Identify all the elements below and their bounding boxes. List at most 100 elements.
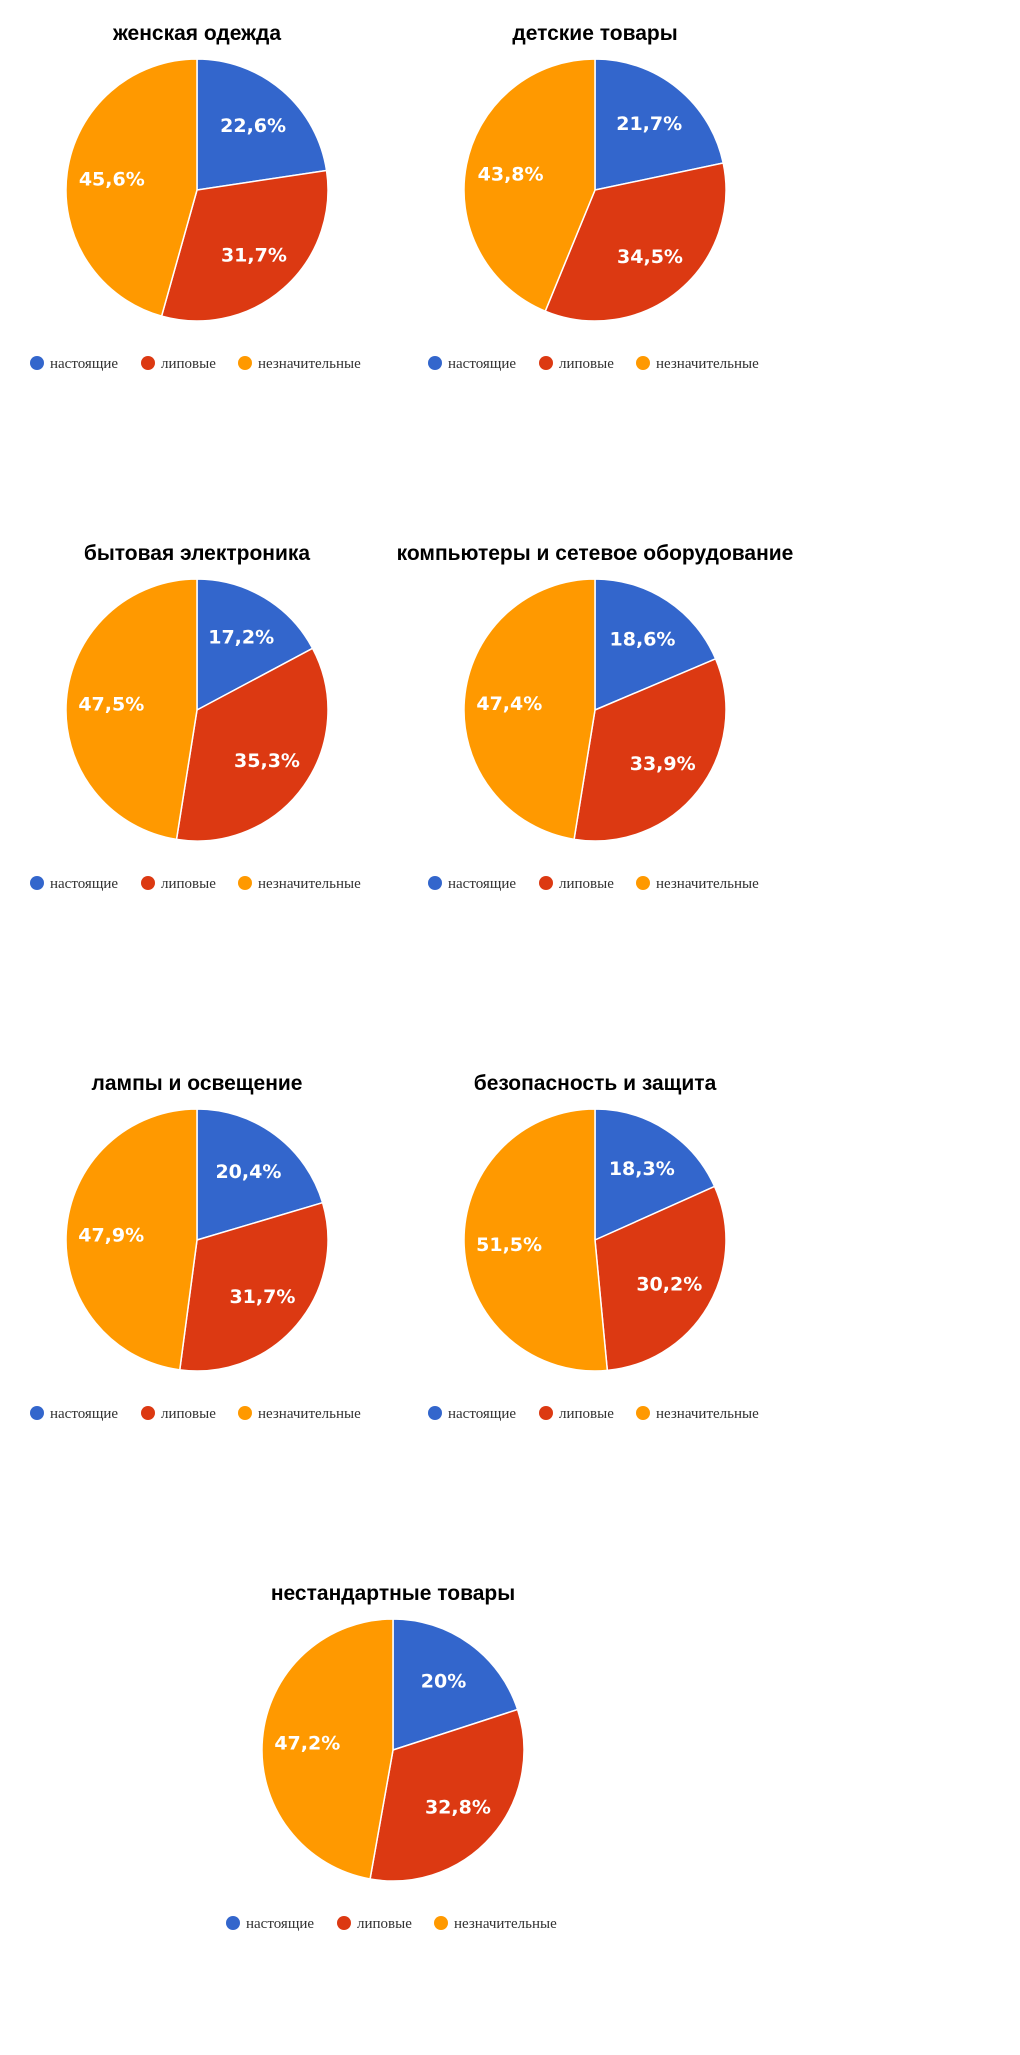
slice-value-label: 30,2% [636, 1273, 702, 1295]
legend-swatch-insignificant[interactable] [636, 356, 650, 370]
slice-fake[interactable] [594, 1185, 727, 1372]
legend-label-insignificant[interactable]: незначительные [258, 876, 361, 892]
legend-swatch-real[interactable] [226, 1916, 240, 1930]
chart-legend: настоящие липовые незначительные [428, 356, 759, 372]
legend-swatch-fake[interactable] [539, 356, 553, 370]
legend-swatch-real[interactable] [428, 876, 442, 890]
pie-chart-kids-goods: детские товары 21,7% 34,5% 43,8% настоящие ли… [428, 0, 1020, 500]
slice-real[interactable] [196, 1108, 324, 1242]
pie-chart-computers-networking: компьютеры и сетевое оборудование 18,6% 33… [397, 520, 1020, 1020]
legend-swatch-insignificant[interactable] [238, 356, 252, 370]
legend-label-insignificant[interactable]: незначительные [656, 1406, 759, 1422]
legend-label-real[interactable]: настоящие [50, 356, 118, 372]
slice-fake[interactable] [178, 1201, 329, 1372]
slice-real[interactable] [196, 58, 328, 191]
slice-insignificant[interactable] [463, 578, 596, 841]
legend-label-insignificant[interactable]: незначительные [656, 876, 759, 892]
legend-swatch-insignificant[interactable] [636, 876, 650, 890]
legend-swatch-insignificant[interactable] [238, 1406, 252, 1420]
chart-title: компьютеры и сетевое оборудование [397, 542, 794, 565]
legend-swatch-insignificant[interactable] [434, 1916, 448, 1930]
chart-legend: настоящие липовые незначительные [30, 1406, 361, 1422]
slice-insignificant[interactable] [463, 58, 596, 313]
slice-value-label: 31,7% [229, 1286, 295, 1308]
legend-label-real[interactable]: настоящие [246, 1916, 314, 1932]
slice-value-label: 17,2% [208, 626, 274, 648]
pie-slices [463, 578, 727, 842]
slice-fake[interactable] [160, 169, 329, 322]
pie-chart-svg: нестандартные товары 20% 32,8% 47,2% настоящ… [226, 1582, 557, 1932]
slice-value-label: 47,5% [78, 693, 144, 715]
slice-value-label: 20% [421, 1670, 466, 1692]
chart-legend: настоящие липовые незначительные [30, 356, 361, 372]
slice-value-label: 31,7% [221, 245, 287, 267]
slice-real[interactable] [594, 1108, 716, 1242]
chart-title: женская одежда [112, 22, 281, 45]
legend-label-real[interactable]: настоящие [50, 1406, 118, 1422]
slice-fake[interactable] [369, 1708, 525, 1882]
legend-label-real[interactable]: настоящие [448, 1406, 516, 1422]
legend-label-fake[interactable]: липовые [559, 876, 614, 892]
chart-legend: настоящие липовые незначительные [428, 1406, 759, 1422]
legend-swatch-fake[interactable] [141, 356, 155, 370]
legend-swatch-real[interactable] [428, 356, 442, 370]
legend-label-insignificant[interactable]: незначительные [258, 1406, 361, 1422]
pie-chart-lamps-lighting: лампы и освещение 20,4% 31,7% 47,9% настоящи… [0, 1050, 520, 1550]
chart-title: детские товары [512, 22, 677, 45]
slice-fake[interactable] [175, 647, 329, 842]
slice-fake[interactable] [573, 657, 727, 842]
slice-value-label: 51,5% [476, 1234, 542, 1256]
legend-label-real[interactable]: настоящие [50, 876, 118, 892]
slice-real[interactable] [392, 1618, 519, 1752]
pie-chart-svg: безопасность и защита 18,3% 30,2% 51,5% наст… [428, 1072, 759, 1422]
legend-label-real[interactable]: настоящие [448, 876, 516, 892]
legend-label-fake[interactable]: липовые [559, 1406, 614, 1422]
slice-value-label: 43,8% [478, 163, 544, 185]
pie-chart-svg: женская одежда 22,6% 31,7% 45,6% настоящие ли… [30, 22, 361, 372]
slice-value-label: 34,5% [617, 246, 683, 268]
legend-swatch-fake[interactable] [141, 876, 155, 890]
legend-swatch-real[interactable] [30, 356, 44, 370]
pie-chart-svg: лампы и освещение 20,4% 31,7% 47,9% настоящи… [30, 1072, 361, 1422]
chart-legend: настоящие липовые незначительные [428, 876, 759, 892]
slice-real[interactable] [594, 578, 717, 712]
legend-label-fake[interactable]: липовые [161, 356, 216, 372]
slice-value-label: 22,6% [220, 115, 286, 137]
slice-value-label: 20,4% [215, 1161, 281, 1183]
legend-label-insignificant[interactable]: незначительные [258, 356, 361, 372]
slice-value-label: 18,3% [609, 1158, 675, 1180]
slice-real[interactable] [594, 58, 725, 191]
legend-swatch-fake[interactable] [539, 876, 553, 890]
legend-swatch-insignificant[interactable] [636, 1406, 650, 1420]
legend-label-insignificant[interactable]: незначительные [454, 1916, 557, 1932]
slice-value-label: 21,7% [616, 113, 682, 135]
slice-insignificant[interactable] [463, 1108, 609, 1372]
slice-insignificant[interactable] [261, 1618, 394, 1880]
chart-legend: настоящие липовые незначительные [30, 876, 361, 892]
legend-label-fake[interactable]: липовые [357, 1916, 412, 1932]
pie-slices [65, 578, 329, 842]
legend-swatch-real[interactable] [30, 1406, 44, 1420]
legend-swatch-real[interactable] [428, 1406, 442, 1420]
legend-label-insignificant[interactable]: незначительные [656, 356, 759, 372]
legend-swatch-real[interactable] [30, 876, 44, 890]
chart-title: безопасность и защита [474, 1072, 717, 1095]
slice-insignificant[interactable] [65, 58, 198, 318]
pie-slices [463, 1108, 727, 1372]
pie-slices [65, 1108, 329, 1372]
slice-real[interactable] [196, 578, 314, 712]
legend-label-fake[interactable]: липовые [161, 1406, 216, 1422]
legend-swatch-insignificant[interactable] [238, 876, 252, 890]
slice-insignificant[interactable] [65, 578, 198, 841]
chart-title: бытовая электроника [84, 542, 311, 565]
legend-label-fake[interactable]: липовые [559, 356, 614, 372]
legend-label-real[interactable]: настоящие [448, 356, 516, 372]
slice-value-label: 47,9% [78, 1224, 144, 1246]
chart-legend: настоящие липовые незначительные [226, 1916, 557, 1932]
legend-swatch-fake[interactable] [337, 1916, 351, 1930]
legend-label-fake[interactable]: липовые [161, 876, 216, 892]
slice-value-label: 18,6% [610, 628, 676, 650]
legend-swatch-fake[interactable] [539, 1406, 553, 1420]
legend-swatch-fake[interactable] [141, 1406, 155, 1420]
slice-insignificant[interactable] [65, 1108, 198, 1371]
